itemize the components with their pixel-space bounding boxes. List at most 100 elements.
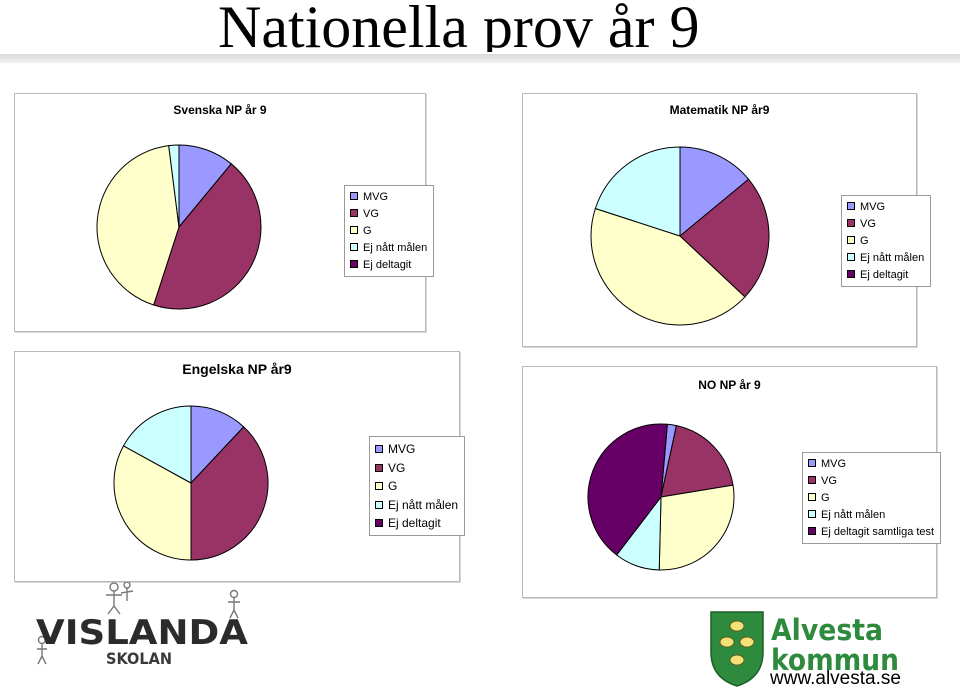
pie-slice-g [96, 145, 180, 306]
legend-swatch [350, 209, 358, 217]
pie-slice-g [590, 207, 746, 326]
legend-label: Ej nått målen [821, 509, 886, 521]
pie-slice-vg [190, 426, 269, 561]
pie-slice-vg [679, 178, 770, 298]
chart-title-svenska: Svenska NP år 9 [173, 103, 267, 117]
legend-swatch [847, 236, 855, 244]
svg-text:SKOLAN: SKOLAN [106, 649, 172, 668]
pie-chart-matematik [590, 146, 770, 326]
legend-label: G [860, 235, 869, 247]
legend-matematik: MVG VG G Ej nått målen Ej deltagit [841, 195, 932, 287]
vislanda-wordmark: VISLANDA SKOLAN [36, 613, 249, 668]
legend-label: MVG [860, 201, 886, 213]
legend-swatch [847, 270, 855, 278]
legend-swatch [350, 260, 358, 268]
pie-slice-g [658, 484, 735, 571]
legend-engelska: MVG VG G Ej nått målen Ej deltagit [369, 436, 466, 536]
legend-item-g: G [350, 223, 427, 240]
pie-slice-g [113, 445, 192, 561]
pie-slice-ej-natt-malen [122, 405, 192, 484]
legend-label: G [363, 225, 372, 237]
legend-label: VG [388, 460, 406, 475]
legend-label: G [388, 479, 398, 493]
legend-swatch [350, 226, 358, 234]
legend-swatch [375, 519, 383, 527]
legend-item-mvg: MVG [847, 199, 924, 216]
vislanda-school-logo-icon: VISLANDA SKOLAN [36, 582, 249, 668]
chart-panel-matematik: Matematik NP år9 MVG VG G Ej nått målen Ej d… [522, 93, 932, 347]
pie-slice-mvg [679, 146, 750, 238]
pie-chart-svenska [96, 144, 262, 310]
pie-slice-vg [660, 425, 734, 498]
svg-text:VISLANDA: VISLANDA [36, 613, 249, 653]
legend-swatch [808, 510, 816, 518]
legend-item-ej-natt-malen: Ej nått målen [808, 507, 934, 524]
legend-label: Ej deltagit [363, 259, 412, 271]
svg-text:Alvesta: Alvesta [771, 613, 883, 647]
legend-item-vg: VG [350, 206, 427, 223]
chart-title-engelska: Engelska NP år9 [182, 361, 292, 377]
legend-item-ej-natt-malen: Ej nått målen [350, 240, 427, 257]
legend-item-mvg: MVG [350, 189, 427, 206]
legend-swatch [808, 493, 816, 501]
legend-label: MVG [363, 191, 389, 203]
alvesta-wordmark: Alvesta kommun [771, 613, 899, 677]
legend-swatch [808, 476, 816, 484]
legend-label: Ej deltagit [860, 269, 909, 281]
pie-slice-vg [153, 163, 262, 310]
legend-item-ej-deltagit: Ej deltagit [375, 514, 458, 533]
legend-label: VG [363, 208, 379, 220]
pie-chart-engelska [113, 405, 269, 561]
legend-label: G [821, 492, 830, 504]
legend-item-vg: VG [847, 216, 924, 233]
legend-item-mvg: MVG [375, 440, 458, 459]
legend-swatch [847, 219, 855, 227]
chart-title-matematik: Matematik NP år9 [669, 103, 770, 117]
legend-item-ej-natt-malen: Ej nått målen [847, 250, 924, 267]
legend-label: Ej deltagit [388, 516, 441, 530]
chart-panel-svenska: Svenska NP år 9 MVG VG G Ej nått målen Ej de… [14, 93, 435, 332]
legend-label: VG [821, 475, 837, 487]
legend-item-g: G [808, 490, 934, 507]
chart-panel-engelska: Engelska NP år9 MVG VG G Ej nått målen Ej de… [14, 351, 466, 582]
legend-swatch [375, 500, 383, 509]
legend-swatch [808, 527, 816, 535]
legend-svenska: MVG VG G Ej nått målen Ej deltagit [344, 185, 435, 277]
svg-text:kommun: kommun [771, 643, 899, 677]
legend-item-mvg: MVG [808, 456, 934, 473]
pie-slice-ej-natt-malen [594, 146, 681, 237]
legend-swatch [375, 445, 383, 453]
legend-swatch [375, 482, 383, 490]
pie-chart-no [587, 423, 735, 571]
legend-no: MVG VG G Ej nått målen Ej deltagit samtliga … [802, 452, 942, 544]
legend-label: MVG [388, 442, 416, 456]
chart-panel-no: NO NP år 9 MVG VG G Ej nått målen Ej deltagi… [522, 366, 942, 598]
legend-label: Ej deltagit samtliga test [821, 526, 935, 538]
legend-item-vg: VG [808, 473, 934, 490]
title-underline [0, 52, 960, 63]
website-url: www.alvesta.se [770, 668, 901, 689]
page-title: Nationella prov år 9 [218, 0, 700, 60]
legend-swatch [350, 243, 358, 251]
legend-item-ej-deltagit: Ej deltagit samtliga test [808, 524, 934, 541]
legend-item-g: G [375, 477, 458, 496]
legend-label: Ej nått målen [388, 497, 459, 512]
legend-swatch [350, 192, 358, 200]
legend-label: Ej nått målen [860, 252, 925, 264]
legend-item-ej-deltagit: Ej deltagit [847, 267, 924, 284]
legend-swatch [847, 202, 855, 210]
legend-item-ej-natt-malen: Ej nått målen [375, 496, 458, 515]
legend-swatch [375, 463, 383, 472]
legend-item-vg: VG [375, 459, 458, 478]
legend-label: MVG [821, 458, 847, 470]
chart-title-no: NO NP år 9 [698, 378, 761, 392]
legend-item-g: G [847, 233, 924, 250]
legend-item-ej-deltagit: Ej deltagit [350, 257, 427, 274]
pie-slice-ej-deltagit [587, 423, 668, 556]
legend-label: Ej nått målen [363, 242, 428, 254]
alvesta-coat-of-arms-icon: Alvesta kommun [710, 611, 899, 687]
legend-swatch [847, 253, 855, 261]
pie-slice-ej-natt-malen [168, 144, 180, 228]
legend-swatch [808, 459, 816, 467]
legend-label: VG [860, 218, 876, 230]
